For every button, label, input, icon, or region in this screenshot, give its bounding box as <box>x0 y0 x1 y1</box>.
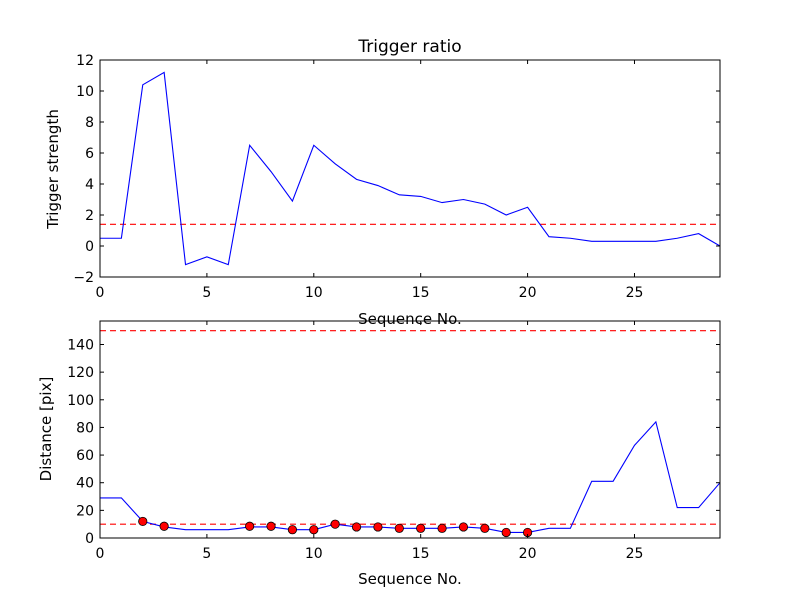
bottom-x-tick-label: 0 <box>96 546 105 562</box>
bottom-marker-point <box>394 523 404 533</box>
bottom-plot-area <box>100 330 720 538</box>
top-subplot: Trigger ratio Sequence No. Trigger stren… <box>44 37 721 328</box>
bottom-x-tick-label: 15 <box>412 546 430 562</box>
bottom-marker-point <box>245 521 255 531</box>
top-y-tick-label: 0 <box>85 239 94 255</box>
bottom-marker-point <box>309 525 319 535</box>
bottom-x-tick-label: 10 <box>305 546 323 562</box>
bottom-y-axis-label: Distance [pix] <box>37 377 55 482</box>
top-y-tick-label: 4 <box>85 177 94 193</box>
bottom-marker-point <box>480 523 490 533</box>
bottom-y-tick-label: 0 <box>85 531 94 547</box>
top-x-tick-label: 15 <box>412 285 430 301</box>
bottom-marker-point <box>159 521 169 531</box>
bottom-y-tick-label: 60 <box>76 448 94 464</box>
bottom-marker-point <box>373 522 383 532</box>
top-x-tick-label: 5 <box>202 285 211 301</box>
top-x-tick-label: 0 <box>96 285 105 301</box>
bottom-marker-point <box>138 516 148 527</box>
bottom-x-axis-label: Sequence No. <box>358 570 462 588</box>
top-y-axis-label: Trigger strength <box>44 109 62 230</box>
bottom-axes-frame <box>99 320 721 539</box>
bottom-y-tick-label: 40 <box>76 476 94 492</box>
top-axes-frame <box>99 59 721 278</box>
bottom-y-tick-label: 20 <box>76 503 94 519</box>
top-x-axis-label: Sequence No. <box>358 310 462 328</box>
bottom-x-tick-label: 20 <box>519 546 537 562</box>
bottom-marker-point <box>287 525 298 535</box>
bottom-marker-point <box>416 523 426 533</box>
bottom-subplot: Sequence No. Distance [pix] 0 5 10 15 20 25 0 2… <box>37 320 721 588</box>
bottom-x-tick-label: 5 <box>202 546 211 562</box>
bottom-y-tick-label: 120 <box>67 365 94 381</box>
bottom-series-line-0 <box>100 420 720 534</box>
bottom-marker-point <box>501 527 511 538</box>
top-y-tick-label: 10 <box>76 84 94 100</box>
bottom-marker-point <box>330 519 340 529</box>
bottom-y-tick-label: 80 <box>76 420 94 436</box>
top-y-tick-label: 12 <box>76 53 94 69</box>
top-y-tick-label: 8 <box>85 115 94 131</box>
bottom-marker-point <box>458 522 469 532</box>
top-y-tick-label: 2 <box>85 208 94 224</box>
bottom-marker-point <box>266 521 276 531</box>
top-plot-area <box>100 71 720 266</box>
bottom-axis-ticks: 0 5 10 15 20 25 0 20 40 60 80 100 120 140 <box>67 321 720 562</box>
bottom-marker-point <box>437 523 447 533</box>
bottom-y-tick-label: 100 <box>67 393 94 409</box>
bottom-marker-point <box>351 522 362 532</box>
top-series-line-0 <box>100 71 720 266</box>
top-x-tick-label: 25 <box>626 285 644 301</box>
top-x-tick-label: 20 <box>519 285 537 301</box>
top-x-tick-label: 10 <box>305 285 323 301</box>
bottom-y-tick-label: 140 <box>67 337 94 353</box>
top-y-tick-label: 6 <box>85 146 94 162</box>
top-chart-title: Trigger ratio <box>357 37 461 57</box>
top-y-tick-label: −2 <box>73 270 94 286</box>
bottom-x-tick-label: 25 <box>626 546 644 562</box>
